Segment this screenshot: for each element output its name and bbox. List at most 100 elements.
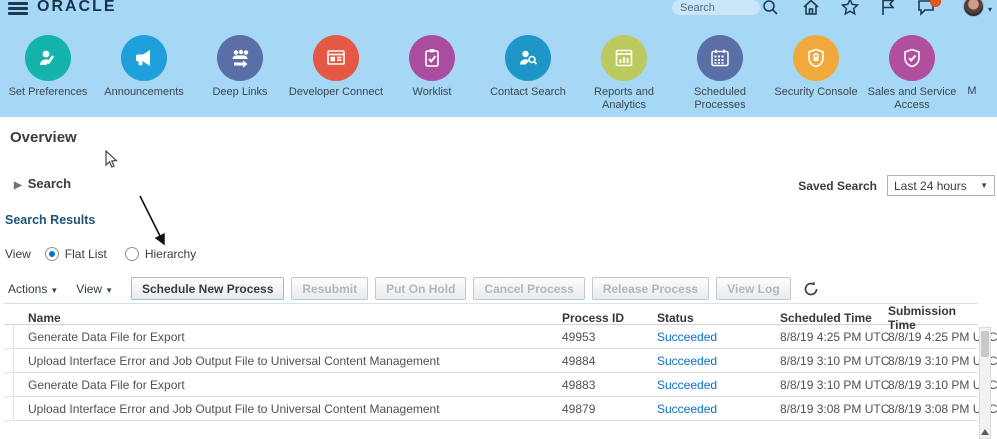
cell-name: Generate Data File for Export — [28, 377, 185, 392]
app-label: Deep Links — [212, 86, 268, 98]
saved-search-label: Saved Search — [798, 178, 877, 193]
cell-process-id: 49879 — [562, 401, 596, 416]
app-sales-service-access[interactable]: Sales and Service Access — [864, 18, 960, 117]
disclosure-triangle-icon: ▶ — [14, 180, 22, 191]
app-label: Developer Connect — [288, 86, 384, 98]
cell-submission-time: 8/8/19 4:25 PM UTC — [888, 329, 997, 344]
vertical-scrollbar[interactable] — [979, 327, 991, 439]
cell-scheduled-time: 8/8/19 3:10 PM UTC — [780, 377, 890, 392]
app-set-preferences[interactable]: Set Preferences — [0, 18, 96, 117]
resubmit-button[interactable]: Resubmit — [291, 277, 369, 300]
actions-menu[interactable]: Actions ▼ — [8, 282, 58, 296]
put-on-hold-button[interactable]: Put On Hold — [375, 277, 467, 300]
saved-search-control: Saved Search Last 24 hours ▼ — [798, 175, 995, 196]
hierarchy-label: Hierarchy — [144, 247, 197, 261]
col-header-name[interactable]: Name — [28, 311, 61, 325]
cell-scheduled-time: 8/8/19 3:08 PM UTC — [780, 401, 890, 416]
megaphone-icon — [121, 35, 167, 81]
people-arrow-icon — [217, 35, 263, 81]
actions-menu-label: Actions — [8, 281, 48, 296]
report-chart-icon — [601, 35, 647, 81]
app-security-console[interactable]: Security Console — [768, 18, 864, 117]
hamburger-menu-icon[interactable] — [8, 2, 28, 16]
home-icon[interactable] — [801, 0, 821, 17]
cell-status-link[interactable]: Succeeded — [657, 377, 718, 392]
table-row[interactable]: Generate Data File for Export 49953 Succ… — [4, 325, 997, 349]
cancel-process-button[interactable]: Cancel Process — [473, 277, 585, 300]
cell-scheduled-time: 8/8/19 3:10 PM UTC — [780, 353, 890, 368]
col-header-process-id[interactable]: Process ID — [562, 311, 625, 325]
saved-search-select[interactable]: Last 24 hours ▼ — [887, 175, 995, 196]
view-label: View — [5, 247, 31, 261]
app-worklist[interactable]: Worklist — [384, 18, 480, 117]
app-developer-connect[interactable]: Developer Connect — [288, 18, 384, 117]
cell-status-link[interactable]: Succeeded — [657, 353, 718, 368]
favorites-star-icon[interactable] — [840, 0, 860, 17]
person-search-icon — [505, 35, 551, 81]
app-scheduled-processes[interactable]: Scheduled Processes — [672, 18, 768, 117]
overview-content: Overview ▶ Search Saved Search Last 24 ho… — [0, 117, 997, 439]
springboard: Set Preferences Announcements Deep Links… — [0, 18, 997, 117]
cell-submission-time: 8/8/19 3:08 PM UTC — [888, 401, 997, 416]
top-banner: ORACLE ▾ — [0, 0, 997, 117]
menu-arrow-icon: ▼ — [50, 285, 59, 295]
release-process-button[interactable]: Release Process — [591, 277, 710, 300]
col-header-status[interactable]: Status — [657, 311, 694, 325]
flag-icon[interactable] — [878, 0, 898, 17]
person-edit-icon — [25, 35, 71, 81]
app-more-partial-label[interactable]: M — [967, 85, 977, 97]
view-log-button[interactable]: View Log — [716, 277, 791, 300]
view-selector: View Flat List Hierarchy — [5, 247, 214, 261]
table-body: Generate Data File for Export 49953 Succ… — [4, 325, 997, 421]
search-icon[interactable] — [760, 0, 780, 17]
global-search-input[interactable] — [672, 0, 760, 15]
calendar-icon — [697, 35, 743, 81]
clipboard-check-icon — [409, 35, 455, 81]
results-table: Name Process ID Status Scheduled Time Su… — [4, 303, 997, 421]
app-label: Sales and Service Access — [867, 86, 957, 111]
app-label: Worklist — [412, 86, 452, 98]
app-reports-analytics[interactable]: Reports and Analytics — [576, 18, 672, 117]
oracle-logo: ORACLE — [37, 0, 117, 15]
cell-name: Upload Interface Error and Job Output Fi… — [28, 353, 440, 368]
search-section-label: Search — [27, 176, 72, 191]
menu-arrow-icon: ▼ — [105, 285, 113, 295]
view-menu[interactable]: View ▼ — [76, 282, 113, 296]
table-toolbar: Actions ▼ View ▼ Schedule New Process Resu… — [8, 277, 820, 300]
app-announcements[interactable]: Announcements — [96, 18, 192, 117]
refresh-icon[interactable] — [802, 280, 820, 298]
flat-list-label: Flat List — [64, 247, 107, 261]
row-selector-cell[interactable] — [4, 325, 14, 348]
table-row[interactable]: Upload Interface Error and Job Output Fi… — [4, 397, 997, 421]
cell-status-link[interactable]: Succeeded — [657, 401, 718, 416]
col-header-scheduled-time[interactable]: Scheduled Time — [780, 311, 872, 325]
view-menu-label: View — [76, 281, 103, 296]
table-header-row: Name Process ID Status Scheduled Time Su… — [4, 303, 978, 332]
scroll-up-arrow-icon[interactable] — [981, 429, 989, 435]
app-deep-links[interactable]: Deep Links — [192, 18, 288, 117]
scrollbar-thumb[interactable] — [981, 331, 989, 357]
app-label: Reports and Analytics — [594, 86, 654, 111]
global-header: ORACLE ▾ — [0, 0, 997, 20]
row-selector-cell[interactable] — [4, 397, 14, 420]
chevron-down-icon[interactable]: ▾ — [988, 5, 993, 14]
cell-submission-time: 8/8/19 3:10 PM UTC — [888, 377, 997, 392]
schedule-new-process-button[interactable]: Schedule New Process — [131, 277, 285, 300]
user-avatar[interactable] — [963, 0, 984, 17]
cell-process-id: 49883 — [562, 377, 596, 392]
search-results-heading: Search Results — [5, 213, 96, 227]
page-title: Overview — [10, 129, 77, 146]
hierarchy-radio[interactable] — [124, 247, 139, 261]
cell-name: Upload Interface Error and Job Output Fi… — [28, 401, 440, 416]
cell-submission-time: 8/8/19 3:10 PM UTC — [888, 353, 997, 368]
row-selector-cell[interactable] — [4, 349, 14, 372]
row-selector-cell[interactable] — [4, 373, 14, 396]
col-header-submission-time[interactable]: Submission Time — [888, 304, 957, 332]
search-section-toggle[interactable]: ▶ Search — [14, 176, 71, 191]
cell-status-link[interactable]: Succeeded — [657, 329, 718, 344]
table-row[interactable]: Upload Interface Error and Job Output Fi… — [4, 349, 997, 373]
flat-list-radio[interactable] — [44, 247, 59, 261]
table-row[interactable]: Generate Data File for Export 49883 Succ… — [4, 373, 997, 397]
app-contact-search[interactable]: Contact Search — [480, 18, 576, 117]
